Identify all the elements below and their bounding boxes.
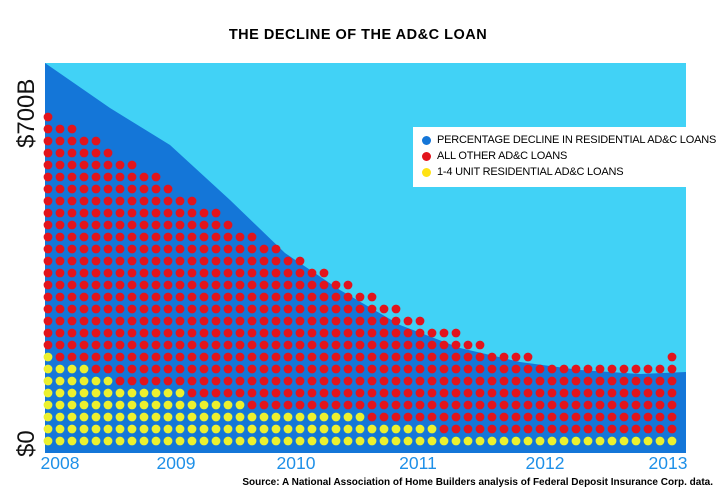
- chart-title: THE DECLINE OF THE AD&C LOAN: [228, 27, 488, 43]
- x-axis-label-2008: 2008: [40, 453, 80, 473]
- legend-item-red: ALL OTHER AD&C LOANS: [422, 150, 710, 162]
- source-note: Source: A National Association of Home B…: [242, 477, 713, 488]
- legend-label: PERCENTAGE DECLINE IN RESIDENTIAL AD&C L…: [437, 134, 717, 146]
- legend-label: 1-4 UNIT RESIDENTIAL AD&C LOANS: [437, 166, 624, 178]
- legend-label: ALL OTHER AD&C LOANS: [437, 150, 568, 162]
- y-axis-label-top: $700B: [13, 78, 40, 148]
- legend-bullet-red-icon: [422, 151, 431, 161]
- x-axis-label-2012: 2012: [525, 453, 565, 473]
- x-axis-label-2011: 2011: [399, 453, 437, 473]
- x-axis-label-2013: 2013: [648, 453, 688, 473]
- legend-box: PERCENTAGE DECLINE IN RESIDENTIAL AD&C L…: [413, 127, 716, 187]
- legend-item-yellow: 1-4 UNIT RESIDENTIAL AD&C LOANS: [422, 166, 710, 178]
- y-axis-label-bottom: $0: [13, 430, 40, 457]
- legend-bullet-blue-icon: [422, 135, 431, 145]
- legend-bullet-yellow-icon: [422, 167, 431, 177]
- x-axis-label-2010: 2010: [276, 453, 316, 473]
- legend-item-blue: PERCENTAGE DECLINE IN RESIDENTIAL AD&C L…: [422, 134, 716, 146]
- x-axis-label-2009: 2009: [156, 453, 196, 473]
